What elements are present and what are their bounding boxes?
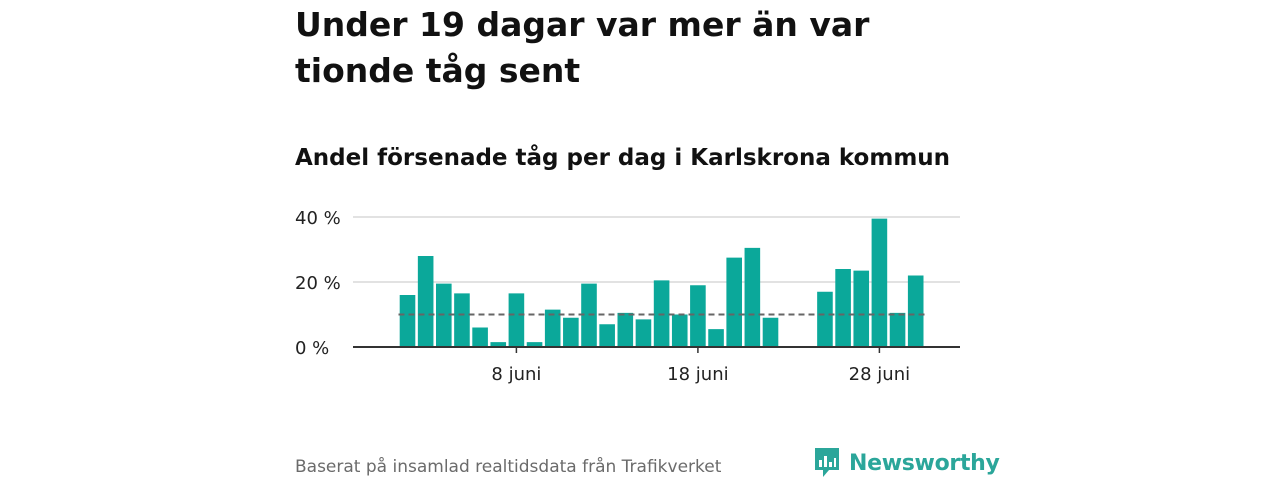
bar [690, 285, 706, 347]
bar [835, 269, 851, 347]
bar [744, 247, 761, 347]
source-note: Baserat på insamlad realtidsdata från Tr… [295, 457, 722, 477]
bar-chart: 0 % 20 % 40 % 8 juni 18 juni 28 juni [295, 208, 960, 385]
chart-card: Under 19 dagar var mer än var tionde tåg… [295, 0, 1000, 480]
bar [726, 257, 742, 347]
bar [889, 312, 906, 347]
bar [454, 293, 470, 347]
bar [508, 293, 525, 347]
chart-subtitle: Andel försenade tåg per dag i Karlskrona… [295, 145, 951, 171]
bar [490, 342, 507, 347]
x-tick-label: 28 juni [849, 364, 910, 385]
bar [762, 317, 779, 347]
bar [871, 218, 888, 347]
bar [907, 275, 924, 347]
bar [563, 317, 579, 347]
y-tick-label: 40 % [295, 208, 341, 229]
bar [599, 324, 615, 347]
bar [472, 327, 488, 347]
brand-name: Newsworthy [849, 450, 1000, 476]
bar [399, 295, 416, 347]
newsworthy-logo-icon [815, 448, 839, 477]
x-tick-label: 18 juni [667, 364, 728, 385]
bar [635, 319, 652, 347]
chart-title: Under 19 dagar var mer än var tionde tåg… [295, 5, 870, 90]
bar [853, 270, 870, 347]
y-tick-label: 0 % [295, 338, 329, 359]
brand: Newsworthy [813, 446, 1000, 480]
y-tick-label: 20 % [295, 273, 341, 294]
bar [708, 329, 724, 347]
bar [817, 291, 833, 347]
x-tick-label: 8 juni [491, 364, 541, 385]
bar [417, 256, 434, 347]
bar [526, 342, 543, 347]
bar [671, 314, 688, 347]
bar [617, 312, 634, 347]
bar [544, 309, 561, 347]
